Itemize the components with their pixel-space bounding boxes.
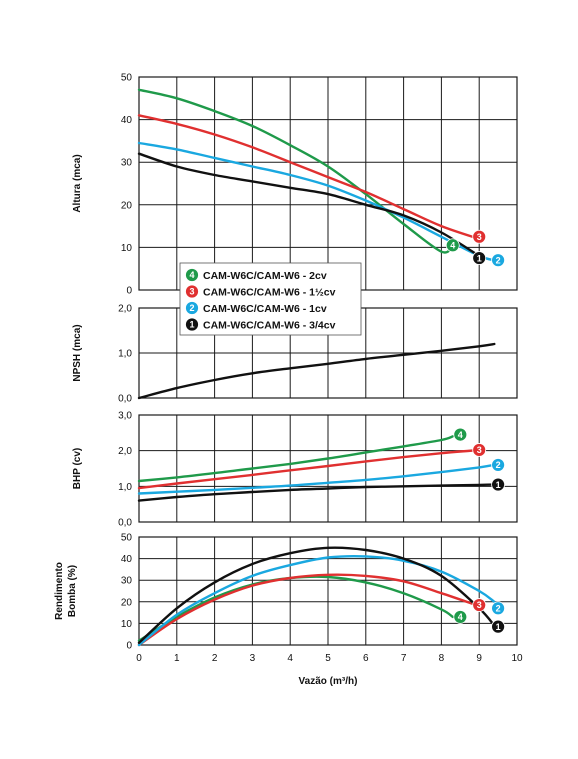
panel-altura-curve-4 (137, 88, 454, 254)
x-tick-label: 7 (401, 653, 407, 664)
x-tick-label: 0 (136, 653, 142, 664)
panel-altura-series-badge-2: 2 (491, 253, 506, 268)
y-tick-label: 30 (121, 576, 133, 587)
panel-altura-series-badge-4: 4 (445, 238, 460, 253)
x-tick-label: 5 (325, 653, 331, 664)
y-tick-label: 3,0 (118, 411, 132, 422)
y-tick-label: 10 (121, 243, 133, 254)
panel-rendimento-frame (138, 536, 518, 646)
panel-bhp: 0,0 1,0 2,0 3,0 BHP (cv) 4 3 2 1 (72, 411, 518, 529)
svg-text:4: 4 (458, 430, 463, 440)
svg-text:1: 1 (496, 480, 501, 490)
svg-text:2: 2 (496, 603, 501, 613)
y-tick-label: 50 (121, 73, 133, 84)
panel-npsh-curve-1 (137, 342, 496, 400)
panel-altura-series-badge-3: 3 (472, 229, 487, 244)
svg-text:2: 2 (496, 460, 501, 470)
panel-bhp-series-badge-4: 4 (453, 427, 468, 442)
y-tick-label: 0,0 (118, 394, 132, 405)
svg-text:1: 1 (189, 320, 194, 330)
legend-item-3: 3 CAM-W6C/CAM-W6 - 1½cv (185, 284, 336, 299)
panel-bhp-series-badge-1: 1 (491, 477, 506, 492)
panel-altura: 0 10 20 30 40 50 Altura (mca) 4 3 2 1 (72, 73, 518, 297)
x-tick-label: 2 (212, 653, 218, 664)
legend-box (179, 262, 362, 336)
svg-text:2: 2 (189, 303, 194, 313)
panel-bhp-series-badge-3: 3 (472, 443, 487, 457)
legend-item-2: 2 CAM-W6C/CAM-W6 - 1cv (185, 301, 327, 315)
panel-altura-series-badge-1: 1 (472, 251, 487, 265)
x-tick-label: 3 (250, 653, 256, 664)
panel-altura-curve-3 (137, 114, 481, 241)
legend: 4 CAM-W6C/CAM-W6 - 2cv 3 CAM-W6C/CAM-W6 - 1… (179, 262, 362, 336)
panel-bhp-curve-3 (137, 448, 481, 490)
x-tick-label: 1 (174, 653, 180, 664)
y-tick-label: 0,0 (118, 518, 132, 529)
legend-badge-3: 3 (185, 284, 199, 299)
panel-rendimento-series-badge-2: 2 (491, 601, 506, 616)
y-tick-label: 40 (121, 115, 133, 126)
x-axis-label: Vazão (m³/h) (299, 676, 358, 687)
svg-text:3: 3 (189, 287, 194, 297)
panel-rendimento-series-badge-4: 4 (453, 610, 468, 624)
svg-text:1: 1 (496, 622, 501, 632)
x-tick-label: 9 (476, 653, 482, 664)
x-axis: 0 1 2 3 4 5 6 7 8 9 10 (136, 653, 523, 664)
legend-badge-1: 1 (185, 317, 199, 332)
panel-rendimento-curve-3 (137, 573, 481, 647)
svg-text:2: 2 (496, 255, 501, 265)
svg-text:3: 3 (477, 232, 482, 242)
svg-text:3: 3 (477, 445, 482, 455)
panel-rendimento-series-badge-3: 3 (472, 598, 487, 612)
legend-item-1: 1 CAM-W6C/CAM-W6 - 3/4cv (185, 317, 336, 332)
x-tick-label: 8 (439, 653, 445, 664)
legend-label: CAM-W6C/CAM-W6 - 1cv (203, 303, 327, 315)
svg-text:1: 1 (477, 253, 482, 263)
panel-altura-curve-1 (137, 152, 481, 258)
y-tick-label: 0 (126, 641, 132, 652)
panel-bhp-curve-4 (137, 435, 454, 483)
legend-badge-4: 4 (185, 268, 199, 282)
y-tick-label: 0 (126, 286, 132, 297)
svg-text:3: 3 (477, 600, 482, 610)
y-tick-label: 10 (121, 619, 133, 630)
y-tick-label: 20 (121, 597, 133, 608)
panel-npsh-ylabel: NPSH (mca) (72, 324, 83, 381)
svg-text:4: 4 (458, 612, 463, 622)
y-tick-label: 2,0 (118, 446, 132, 457)
panel-bhp-series-badge-2: 2 (491, 458, 506, 472)
panel-rendimento-curve-1 (137, 546, 496, 644)
panel-altura-grid (139, 77, 517, 290)
panel-bhp-curve-2 (137, 463, 496, 495)
y-tick-label: 1,0 (118, 482, 132, 493)
legend-item-4: 4 CAM-W6C/CAM-W6 - 2cv (185, 268, 327, 282)
x-tick-label: 6 (363, 653, 369, 664)
panel-bhp-curve-1 (137, 483, 496, 502)
y-tick-label: 2,0 (118, 304, 132, 315)
panel-rendimento-series-badge-1: 1 (491, 619, 506, 634)
panel-bhp-frame (138, 414, 518, 523)
legend-label: CAM-W6C/CAM-W6 - 1½cv (203, 287, 336, 299)
legend-label: CAM-W6C/CAM-W6 - 3/4cv (203, 320, 336, 332)
panel-rendimento-ylabel: Rendimento Bomba (%) (54, 562, 78, 620)
panel-bhp-ylabel: BHP (cv) (72, 448, 83, 490)
svg-text:4: 4 (189, 270, 194, 280)
y-tick-label: 40 (121, 554, 133, 565)
x-tick-label: 4 (287, 653, 293, 664)
panel-rendimento: 0 10 20 30 40 50 Rendimento Bomba (%) 4 3 2 1 (54, 533, 518, 652)
legend-badge-2: 2 (185, 301, 199, 315)
y-tick-label: 30 (121, 158, 133, 169)
y-tick-label: 1,0 (118, 349, 132, 360)
panel-rendimento-curve-2 (137, 554, 496, 647)
y-tick-label: 20 (121, 200, 133, 211)
x-tick-label: 10 (511, 653, 523, 664)
y-tick-label: 50 (121, 533, 133, 544)
legend-label: CAM-W6C/CAM-W6 - 2cv (203, 270, 327, 282)
svg-text:4: 4 (450, 240, 455, 250)
panel-altura-ylabel: Altura (mca) (72, 154, 83, 212)
panel-npsh-grid (139, 308, 517, 398)
